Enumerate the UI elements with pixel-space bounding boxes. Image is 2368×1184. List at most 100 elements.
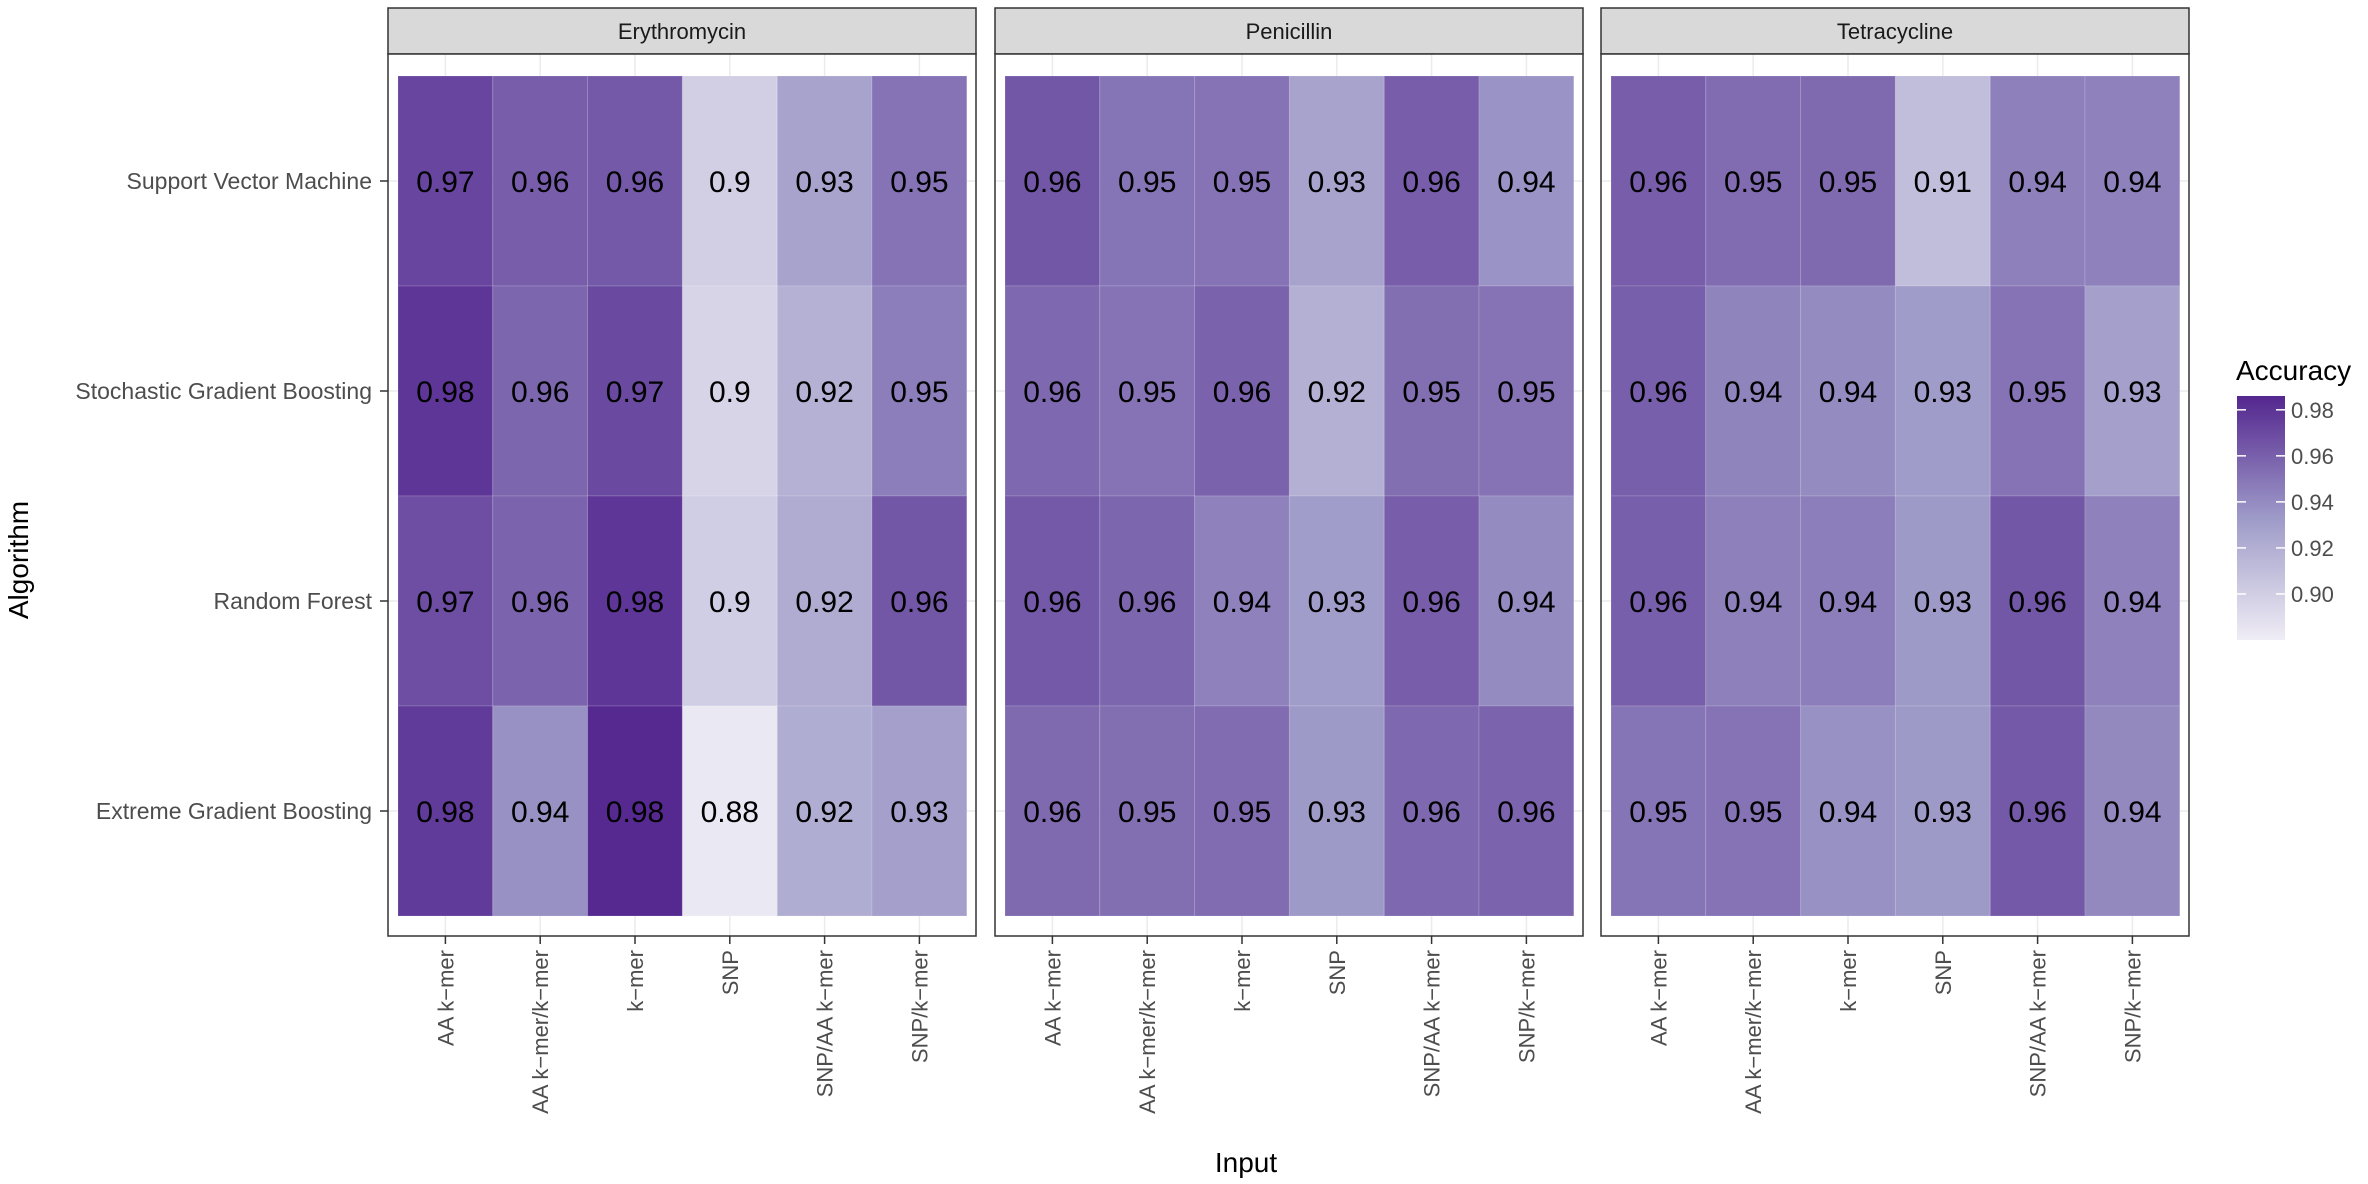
cell-value-label: 0.96 (1402, 796, 1460, 829)
facet-strip-label: Penicillin (1246, 19, 1333, 44)
facet-strip (387, 7, 977, 55)
heatmap-cell (1894, 495, 1991, 707)
x-axis-tick-label: SNP/AA k−mer (813, 950, 838, 1097)
heatmap-cell (1383, 705, 1480, 917)
heatmap-cell (397, 75, 494, 287)
x-axis-tick-label: AA k−mer (433, 950, 458, 1046)
legend-tick-label: 0.92 (2291, 536, 2334, 561)
panel-border (1600, 53, 2190, 937)
cell-value-label: 0.95 (1402, 376, 1460, 409)
heatmap-cell (1004, 75, 1101, 287)
cell-value-label: 0.91 (1914, 166, 1972, 199)
cell-value-label: 0.94 (2103, 586, 2161, 619)
panel-border (994, 53, 1584, 937)
heatmap-cell (397, 495, 494, 707)
cell-value-label: 0.88 (701, 796, 759, 829)
cell-value-label: 0.93 (1914, 376, 1972, 409)
y-axis-title: Algorithm (3, 501, 34, 619)
heatmap-cell (2084, 75, 2181, 287)
heatmap-cell (1099, 285, 1196, 497)
facet-strip (1600, 7, 2190, 55)
cell-value-label: 0.95 (1724, 796, 1782, 829)
heatmap-cell (1288, 705, 1385, 917)
heatmap-cell (1610, 705, 1707, 917)
cell-value-label: 0.93 (1914, 796, 1972, 829)
y-axis-tick-label: Extreme Gradient Boosting (96, 798, 372, 824)
heatmap-cell (397, 705, 494, 917)
heatmap-cell (1099, 495, 1196, 707)
x-axis-tick-label: SNP (1931, 950, 1956, 995)
legend-title: Accuracy (2236, 355, 2351, 386)
cell-value-label: 0.96 (1629, 166, 1687, 199)
heatmap-cell (1288, 495, 1385, 707)
heatmap-cell (1800, 495, 1896, 707)
x-axis-tick-label: SNP/AA k−mer (1420, 950, 1445, 1097)
cell-value-label: 0.96 (1402, 586, 1460, 619)
heatmap-cell (2084, 285, 2181, 497)
heatmap-cell (776, 285, 873, 497)
cell-value-label: 0.95 (1629, 796, 1687, 829)
cell-value-label: 0.93 (795, 166, 853, 199)
x-axis-tick-label: k−mer (623, 950, 648, 1012)
heatmap-cell (1705, 705, 1802, 917)
x-axis-tick-label: AA k−mer/k−mer (528, 950, 553, 1114)
cell-value-label: 0.95 (1213, 796, 1271, 829)
heatmap-cell (1194, 75, 1290, 287)
cell-value-label: 0.98 (606, 586, 664, 619)
cell-value-label: 0.95 (1819, 166, 1877, 199)
cell-value-label: 0.94 (2008, 166, 2066, 199)
heatmap-cell (1894, 75, 1991, 287)
heatmap-cell (587, 285, 683, 497)
cell-value-label: 0.96 (1629, 586, 1687, 619)
heatmap-cell (871, 495, 968, 707)
cell-value-label: 0.9 (709, 376, 751, 409)
heatmap-cell (681, 75, 778, 287)
facet-strip-label: Tetracycline (1837, 19, 1953, 44)
cell-value-label: 0.93 (1308, 796, 1366, 829)
cell-value-label: 0.95 (890, 376, 948, 409)
facet-panel: Penicillin 0.96 0.95 0.95 0.93 0.96 0.94 0.96 0.… (994, 7, 1584, 1114)
heatmap-cell (1705, 75, 1802, 287)
heatmap-cell (1800, 285, 1896, 497)
cell-value-label: 0.98 (416, 796, 474, 829)
y-axis-tick-label: Random Forest (213, 588, 372, 614)
heatmap-cell (1705, 285, 1802, 497)
x-axis-tick-label: AA k−mer/k−mer (1741, 950, 1766, 1114)
cell-value-label: 0.96 (890, 586, 948, 619)
cell-value-label: 0.97 (416, 586, 474, 619)
cell-value-label: 0.94 (2103, 796, 2161, 829)
cell-value-label: 0.97 (416, 166, 474, 199)
legend-tick-label: 0.98 (2291, 398, 2334, 423)
cell-value-label: 0.93 (1914, 586, 1972, 619)
legend-colorbar (2237, 396, 2285, 640)
cell-value-label: 0.94 (1497, 586, 1555, 619)
heatmap-cell (1383, 75, 1480, 287)
cell-value-label: 0.96 (2008, 796, 2066, 829)
cell-value-label: 0.92 (795, 796, 853, 829)
cell-value-label: 0.96 (511, 586, 569, 619)
cell-value-label: 0.96 (511, 376, 569, 409)
cell-value-label: 0.94 (1724, 586, 1782, 619)
heatmap-cell (2084, 705, 2181, 917)
heatmap-cell (776, 705, 873, 917)
cell-value-label: 0.94 (511, 796, 569, 829)
heatmap-cell (1194, 285, 1290, 497)
heatmap-cell (1478, 705, 1575, 917)
cell-value-label: 0.92 (795, 376, 853, 409)
cell-value-label: 0.94 (1497, 166, 1555, 199)
y-axis-tick-label: Support Vector Machine (127, 168, 372, 194)
x-axis-tick-label: SNP (1325, 950, 1350, 995)
heatmap-cell (492, 495, 589, 707)
heatmap-cell (1478, 495, 1575, 707)
x-axis-tick-label: k−mer (1230, 950, 1255, 1012)
cell-value-label: 0.98 (606, 796, 664, 829)
cell-value-label: 0.94 (2103, 166, 2161, 199)
x-axis-tick-label: SNP (718, 950, 743, 995)
heatmap-cell (871, 75, 968, 287)
heatmap-cell (1610, 75, 1707, 287)
cell-value-label: 0.94 (1819, 376, 1877, 409)
cell-value-label: 0.96 (606, 166, 664, 199)
cell-value-label: 0.94 (1724, 376, 1782, 409)
cell-value-label: 0.93 (1308, 586, 1366, 619)
cell-value-label: 0.96 (1213, 376, 1271, 409)
